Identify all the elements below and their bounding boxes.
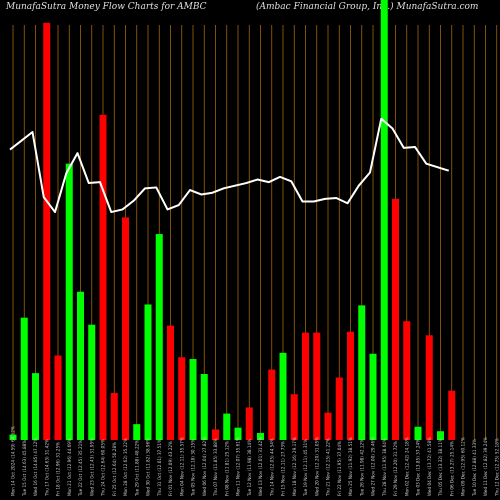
x-tick-label: Fri 25 Oct (12.64) 50.28% bbox=[112, 442, 117, 496]
bar bbox=[189, 359, 197, 440]
bar bbox=[358, 305, 366, 440]
x-tick-label: Fri 29 Nov (12.20) 31.72% bbox=[393, 441, 398, 496]
chart-title: MunafaSutra Money Flow Charts for AMBC bbox=[6, 2, 207, 12]
price-line-layer bbox=[9, 117, 450, 214]
price-line bbox=[9, 117, 450, 214]
x-tick-label: Mon 02 Dec (12.42) 24.18% bbox=[404, 437, 409, 496]
x-tick-label: Wed 30 Oct (11.82) 38.96% bbox=[146, 438, 151, 496]
bar bbox=[290, 394, 298, 440]
chart-subtitle: (Ambac Financial Group, Inc.) MunafaSutr… bbox=[256, 2, 479, 12]
x-tick-label: Wed 27 Nov (12.00) 29.46% bbox=[371, 437, 376, 496]
x-tick-label: Tue 22 Oct (12.45) 35.21% bbox=[78, 440, 83, 497]
bar bbox=[425, 335, 433, 440]
bar bbox=[212, 429, 219, 440]
x-tick-label: Mon 09 Dec (12.95) 60.12% bbox=[461, 437, 466, 496]
bar bbox=[167, 325, 174, 440]
bar bbox=[403, 321, 411, 440]
x-tick-label: Thu 21 Nov (12.15) 41.22% bbox=[326, 438, 331, 497]
bar bbox=[437, 431, 444, 440]
bar bbox=[369, 353, 377, 440]
x-tick-label: Fri 01 Nov (12.09) 43.22% bbox=[168, 441, 173, 496]
bar bbox=[88, 324, 96, 440]
x-tick-label: Wed 11 Dec (12.82) 39.24% bbox=[483, 437, 488, 496]
bar bbox=[245, 407, 253, 440]
bar bbox=[324, 412, 332, 440]
x-tick-label: Tue 29 Oct (11.88) 48.22% bbox=[134, 440, 139, 497]
bar bbox=[392, 198, 399, 440]
bar bbox=[234, 427, 242, 440]
bar bbox=[99, 114, 107, 440]
x-tick-label: Thu 17 Oct (14.63) 31.42% bbox=[44, 439, 49, 497]
x-tick-label: Fri 08 Nov (11.81) 25.12% bbox=[224, 441, 229, 496]
x-tick-label: Tue 26 Nov (11.98) 42.12% bbox=[359, 439, 364, 497]
x-tick-label: Wed 04 Dec (13.72) 41.58% bbox=[427, 437, 432, 496]
x-tick-label: Tue 05 Nov (12.18) 30.15% bbox=[191, 439, 196, 497]
bar bbox=[9, 434, 17, 440]
x-axis-labels: Mon 14 Oct 2024 (14.59) 64.12% Tue 15 Oct… bbox=[11, 426, 500, 497]
bar bbox=[448, 390, 456, 440]
x-tick-label: Thu 12 Dec (12.75) 52.18% bbox=[494, 438, 499, 497]
bar bbox=[54, 355, 62, 440]
bar bbox=[257, 432, 264, 440]
bar bbox=[223, 413, 231, 440]
bar bbox=[20, 317, 28, 440]
bar bbox=[133, 424, 141, 440]
x-tick-label: Wed 16 Oct (14.85) 47.12% bbox=[33, 438, 38, 496]
x-tick-label: Thu 31 Oct (12.01) 37.51% bbox=[157, 439, 162, 497]
x-tick-label: Mon 28 Oct (12.62) 35.22% bbox=[123, 438, 128, 496]
x-tick-label: Tue 12 Nov (11.98) 38.14% bbox=[247, 439, 252, 497]
bar bbox=[268, 369, 276, 440]
bars bbox=[9, 0, 456, 440]
x-tick-label: Mon 18 Nov (12.16) 29.17% bbox=[292, 437, 297, 496]
x-tick-label: Thu 05 Dec (13.32) 38.11% bbox=[438, 438, 443, 497]
x-tick-label: Thu 07 Nov (11.85) 33.88% bbox=[213, 438, 218, 497]
bar bbox=[144, 304, 152, 440]
bar bbox=[178, 357, 186, 440]
bar bbox=[43, 22, 51, 440]
x-tick-label: Mon 11 Nov (12.07) 35.61% bbox=[236, 437, 241, 496]
x-tick-label: Tue 03 Dec (13.85) 37.24% bbox=[416, 439, 421, 497]
bar bbox=[122, 217, 129, 440]
x-tick-label: Wed 13 Nov (12.01) 31.42% bbox=[258, 437, 263, 496]
x-tick-label: Mon 04 Nov (12.11) 35.57% bbox=[179, 437, 184, 496]
x-tick-label: Fri 18 Oct (12.96) 31.25% bbox=[56, 442, 61, 496]
bar bbox=[155, 234, 163, 440]
x-tick-label: Thu 14 Nov (12.05) 44.54% bbox=[269, 438, 274, 497]
bar bbox=[335, 377, 343, 440]
x-tick-label: Fri 15 Nov (12.11) 27.73% bbox=[281, 441, 286, 496]
bar bbox=[414, 426, 422, 440]
bar bbox=[77, 291, 84, 440]
bar bbox=[279, 352, 287, 440]
bar bbox=[65, 163, 73, 440]
x-tick-label: Wed 23 Oct (12.43) 31.95% bbox=[89, 438, 94, 496]
bar bbox=[200, 374, 208, 440]
bar bbox=[380, 0, 388, 440]
x-tick-label: Wed 20 Nov (12.20) 31.05% bbox=[314, 437, 319, 496]
x-tick-label: Tue 10 Dec (12.88) 41.33% bbox=[472, 439, 477, 497]
x-tick-label: Tue 15 Oct (14.63) 45.88% bbox=[22, 440, 27, 497]
x-tick-label: Thu 28 Nov (11.95) 38.64% bbox=[382, 438, 387, 497]
bar bbox=[32, 373, 39, 440]
bar bbox=[302, 332, 309, 440]
bar bbox=[347, 331, 354, 440]
x-tick-label: Fri 06 Dec (13.27) 25.14% bbox=[449, 441, 454, 496]
bar bbox=[110, 392, 118, 440]
x-tick-label: Tue 19 Nov (12.11) 45.31% bbox=[303, 439, 308, 497]
x-tick-label: Mon 25 Nov (11.92) 38.51% bbox=[348, 437, 353, 496]
x-tick-label: Mon 21 Oct (12.96) 44.69% bbox=[67, 438, 72, 496]
x-tick-label: Thu 24 Oct (12.64) 60.05% bbox=[101, 439, 106, 497]
x-tick-label: Wed 06 Nov (12.04) 27.82% bbox=[202, 437, 207, 496]
x-tick-label: Mon 14 Oct 2024 (14.59) 64.12% bbox=[11, 426, 16, 496]
x-tick-label: Fri 22 Nov (11.95) 37.04% bbox=[337, 441, 342, 496]
bar bbox=[313, 332, 321, 440]
